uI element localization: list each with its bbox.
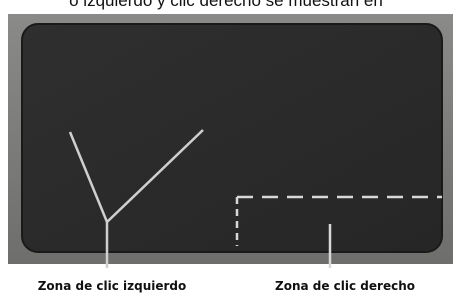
caption: o izquierdo y clic derecho se muestran e… xyxy=(69,0,383,10)
right-zone-label: Zona de clic derecho xyxy=(275,279,415,293)
left-zone-label: Zona de clic izquierdo xyxy=(38,279,187,293)
illustration: o izquierdo y clic derecho se muestran e… xyxy=(0,0,453,296)
page: o izquierdo y clic derecho se muestran e… xyxy=(0,0,453,296)
touchpad xyxy=(22,24,442,252)
